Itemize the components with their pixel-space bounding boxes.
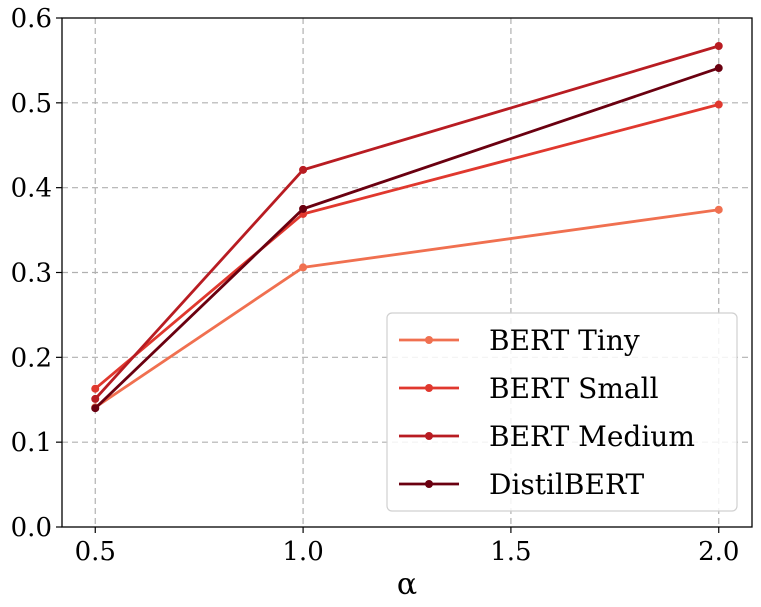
legend-marker [425,480,433,488]
y-tick-label: 0.3 [11,259,52,289]
axis-ticks: 0.5 1.0 1.5 2.0 0.0 0.1 0.2 0.3 0.4 0.5 0.6 [11,4,740,567]
series-lines [91,41,723,413]
legend-item: BERT Tiny [399,324,640,357]
legend-label: BERT Medium [489,420,695,453]
legend-box [386,312,738,512]
data-point [91,384,100,393]
legend-item: BERT Medium [399,420,695,453]
y-tick-label: 0.6 [11,4,52,34]
data-point [714,41,723,50]
x-axis-label: α [397,567,417,602]
data-point [299,204,308,213]
legend-marker [425,336,433,344]
series-bert-medium [91,41,723,403]
legend-marker [425,432,433,440]
data-point [91,404,100,413]
y-tick-label: 0.2 [11,343,52,373]
data-point [299,165,308,174]
y-tick-label: 0.0 [11,513,52,543]
data-point [91,394,100,403]
data-point [299,263,308,272]
y-tick-label: 0.1 [11,428,52,458]
data-point [714,205,723,214]
series-distilbert [91,64,723,413]
x-tick-label: 1.5 [490,537,531,567]
legend-label: BERT Small [489,372,659,405]
legend-marker [425,384,433,392]
legend-item: BERT Small [399,372,659,405]
legend: BERT Tiny BERT Small BERT Medium DistilBERT [386,312,738,512]
legend-item: DistilBERT [399,468,645,501]
x-tick-label: 0.5 [75,537,116,567]
data-point [714,64,723,73]
legend-label: DistilBERT [489,468,645,501]
y-tick-label: 0.4 [11,174,52,204]
data-point [714,100,723,109]
legend-label: BERT Tiny [489,324,640,357]
x-tick-label: 2.0 [698,537,739,567]
x-tick-label: 1.0 [282,537,323,567]
y-tick-label: 0.5 [11,89,52,119]
